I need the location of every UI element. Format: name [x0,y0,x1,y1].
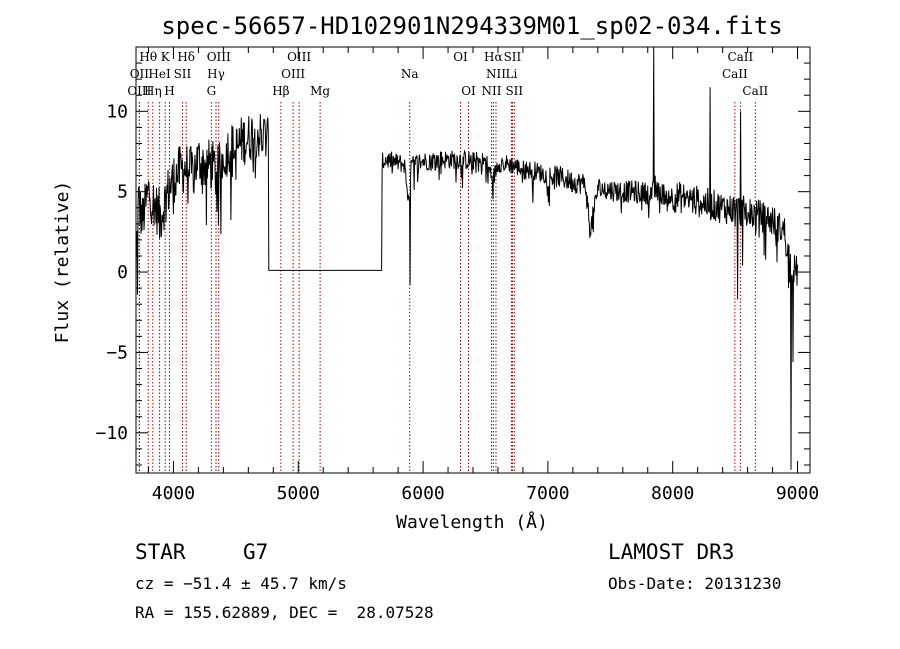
y-tick-label: 10 [106,101,128,122]
x-axis: 4000 5000 6000 7000 8000 9000 [147,47,819,504]
survey-name: LAMOST DR3 [608,540,735,564]
line-marker-label: Hθ [139,50,157,64]
line-marker-label: SII [504,50,522,64]
line-marker-label: CaII [727,50,753,64]
line-marker-label: HeI [148,67,171,81]
x-tick-label: 9000 [776,483,819,504]
line-marker-label: CaII [722,67,748,81]
line-marker-label: OIII [207,50,231,64]
x-tick-label: 4000 [152,483,195,504]
line-marker-label: OI [461,84,476,98]
line-marker-label: OIII [127,84,151,98]
line-marker-label: OIII [287,50,311,64]
emission-line-markers [138,102,756,473]
x-axis-label: Wavelength (Å) [396,511,548,533]
y-tick-label: −10 [95,423,128,444]
y-tick-label: 0 [117,262,128,283]
observation-date: Obs-Date: 20131230 [608,574,782,593]
line-marker-label: Li [506,67,518,81]
line-marker-label: NII [486,67,506,81]
object-class: STAR [135,540,186,564]
y-tick-label: 5 [117,182,128,203]
chart-title: spec-56657-HD102901N294339M01_sp02-034.f… [161,12,782,40]
line-marker-label: OI [453,50,468,64]
line-marker-label: H [164,84,174,98]
line-marker-label: OII [130,67,150,81]
coordinates: RA = 155.62889, DEC = 28.07528 [135,603,434,622]
line-marker-label: NII [481,84,501,98]
line-marker-label: Hα [484,50,503,64]
line-marker-label: OIII [281,67,305,81]
x-tick-label: 7000 [526,483,569,504]
line-marker-label: Mg [310,84,330,98]
line-marker-label: CaII [742,84,768,98]
redshift-velocity: cz = −51.4 ± 45.7 km/s [135,574,347,593]
x-tick-label: 6000 [401,483,444,504]
spectrum-line [135,46,798,470]
y-tick-label: −5 [106,342,128,363]
line-marker-label: Na [401,67,419,81]
subclass: G7 [243,540,269,564]
x-tick-label: 8000 [651,483,694,504]
y-axis-label: Flux (relative) [52,181,73,344]
line-marker-label: G [207,84,217,98]
line-marker-label: SII [174,67,192,81]
line-marker-label: Hδ [177,50,195,64]
plot-frame [135,46,811,474]
spectrum-plot: spec-56657-HD102901N294339M01_sp02-034.f… [52,12,819,533]
x-tick-label: 5000 [277,483,320,504]
y-axis: −10 −5 0 5 10 [95,46,810,466]
line-marker-label: Hη [144,84,162,98]
line-marker-label: K [161,50,171,64]
line-marker-label: SII [505,84,523,98]
line-marker-label: Hγ [207,67,225,81]
line-marker-label: Hβ [272,84,289,98]
